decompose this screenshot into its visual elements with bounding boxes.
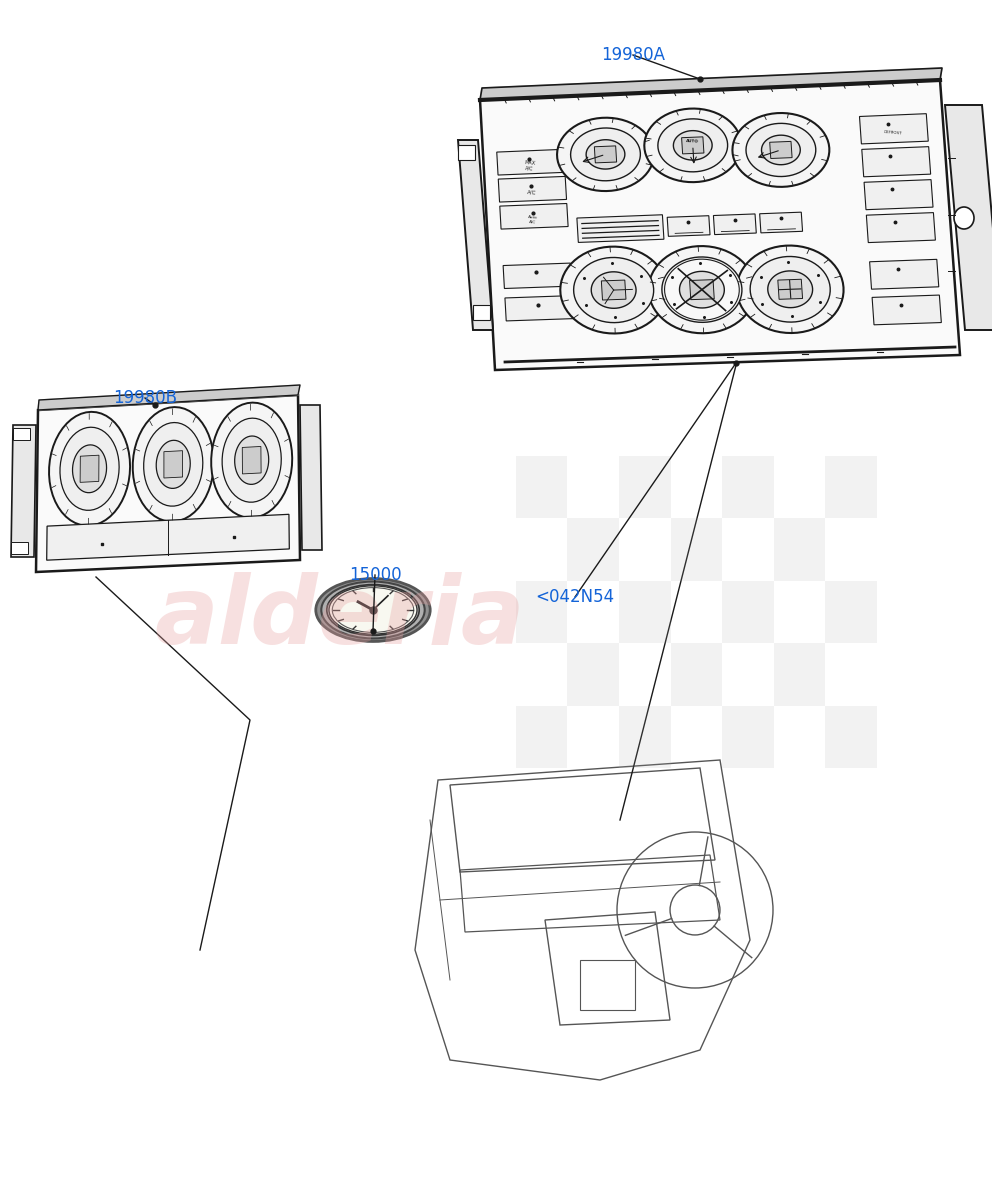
Polygon shape (665, 259, 739, 320)
Polygon shape (713, 214, 756, 234)
Ellipse shape (321, 582, 425, 638)
Ellipse shape (954, 206, 974, 229)
Bar (825, 456, 877, 518)
Polygon shape (668, 216, 710, 236)
Polygon shape (558, 118, 654, 191)
Polygon shape (498, 176, 566, 202)
Polygon shape (577, 215, 664, 242)
Polygon shape (768, 271, 812, 307)
Bar (567, 643, 619, 706)
Polygon shape (458, 145, 475, 160)
Polygon shape (473, 305, 490, 320)
Polygon shape (60, 427, 119, 510)
Bar (825, 581, 877, 643)
Polygon shape (36, 395, 300, 572)
Polygon shape (13, 428, 30, 440)
Polygon shape (591, 272, 636, 308)
Polygon shape (560, 247, 667, 334)
Polygon shape (737, 246, 843, 334)
Polygon shape (682, 137, 704, 154)
Polygon shape (750, 257, 830, 322)
Bar (580, 960, 635, 1010)
Polygon shape (586, 139, 625, 169)
Text: 19980A: 19980A (601, 46, 665, 64)
Polygon shape (222, 418, 282, 502)
Polygon shape (503, 263, 571, 288)
Polygon shape (649, 246, 755, 334)
Bar (619, 706, 671, 768)
Bar (722, 456, 774, 518)
Bar (516, 456, 567, 518)
Text: alderia: alderia (155, 572, 526, 664)
Polygon shape (144, 422, 202, 506)
Ellipse shape (315, 578, 431, 642)
Bar (567, 518, 619, 581)
Polygon shape (235, 436, 269, 485)
Text: A/C: A/C (527, 190, 537, 196)
Text: <042N54: <042N54 (536, 588, 615, 606)
Text: MAX
A/C: MAX A/C (524, 160, 536, 172)
Ellipse shape (326, 584, 420, 636)
Bar (774, 643, 825, 706)
Polygon shape (866, 212, 935, 242)
Text: AUTO: AUTO (685, 139, 699, 143)
Ellipse shape (329, 586, 417, 634)
Polygon shape (570, 128, 641, 181)
Polygon shape (156, 440, 190, 488)
Polygon shape (47, 515, 290, 560)
Polygon shape (11, 542, 28, 554)
Polygon shape (732, 113, 829, 187)
Polygon shape (72, 445, 106, 493)
Polygon shape (505, 295, 573, 320)
Polygon shape (601, 280, 626, 300)
Bar (516, 581, 567, 643)
Polygon shape (300, 404, 322, 550)
Polygon shape (680, 271, 724, 308)
Polygon shape (862, 146, 930, 176)
Polygon shape (644, 108, 741, 182)
Polygon shape (594, 146, 617, 163)
Polygon shape (674, 131, 712, 160)
Polygon shape (133, 407, 213, 522)
Polygon shape (762, 136, 801, 164)
Polygon shape (778, 280, 803, 299)
Polygon shape (859, 114, 929, 144)
Bar (825, 706, 877, 768)
Polygon shape (872, 295, 941, 325)
Bar (722, 581, 774, 643)
Bar (619, 456, 671, 518)
Polygon shape (480, 68, 942, 100)
Polygon shape (38, 385, 300, 410)
Polygon shape (689, 280, 714, 300)
Polygon shape (573, 258, 654, 323)
Polygon shape (480, 80, 960, 370)
Polygon shape (945, 104, 992, 330)
Polygon shape (80, 455, 99, 482)
Polygon shape (662, 257, 742, 323)
Bar (774, 518, 825, 581)
Bar (722, 706, 774, 768)
Text: 15000: 15000 (348, 566, 402, 584)
Polygon shape (164, 451, 183, 478)
Bar (671, 643, 722, 706)
Polygon shape (770, 142, 792, 158)
Text: Auto
A/C: Auto A/C (528, 215, 538, 224)
Polygon shape (11, 425, 36, 557)
Polygon shape (746, 124, 815, 176)
Text: DEFROST: DEFROST (884, 130, 903, 136)
Polygon shape (658, 119, 727, 172)
Bar (619, 581, 671, 643)
Polygon shape (458, 140, 493, 330)
Bar (516, 706, 567, 768)
Polygon shape (49, 412, 130, 526)
Polygon shape (864, 180, 933, 210)
Polygon shape (500, 204, 568, 229)
Bar (671, 518, 722, 581)
Polygon shape (870, 259, 938, 289)
Polygon shape (760, 212, 803, 233)
Polygon shape (242, 446, 261, 474)
Polygon shape (211, 402, 293, 517)
Text: 19980B: 19980B (113, 389, 177, 407)
Polygon shape (497, 149, 565, 175)
